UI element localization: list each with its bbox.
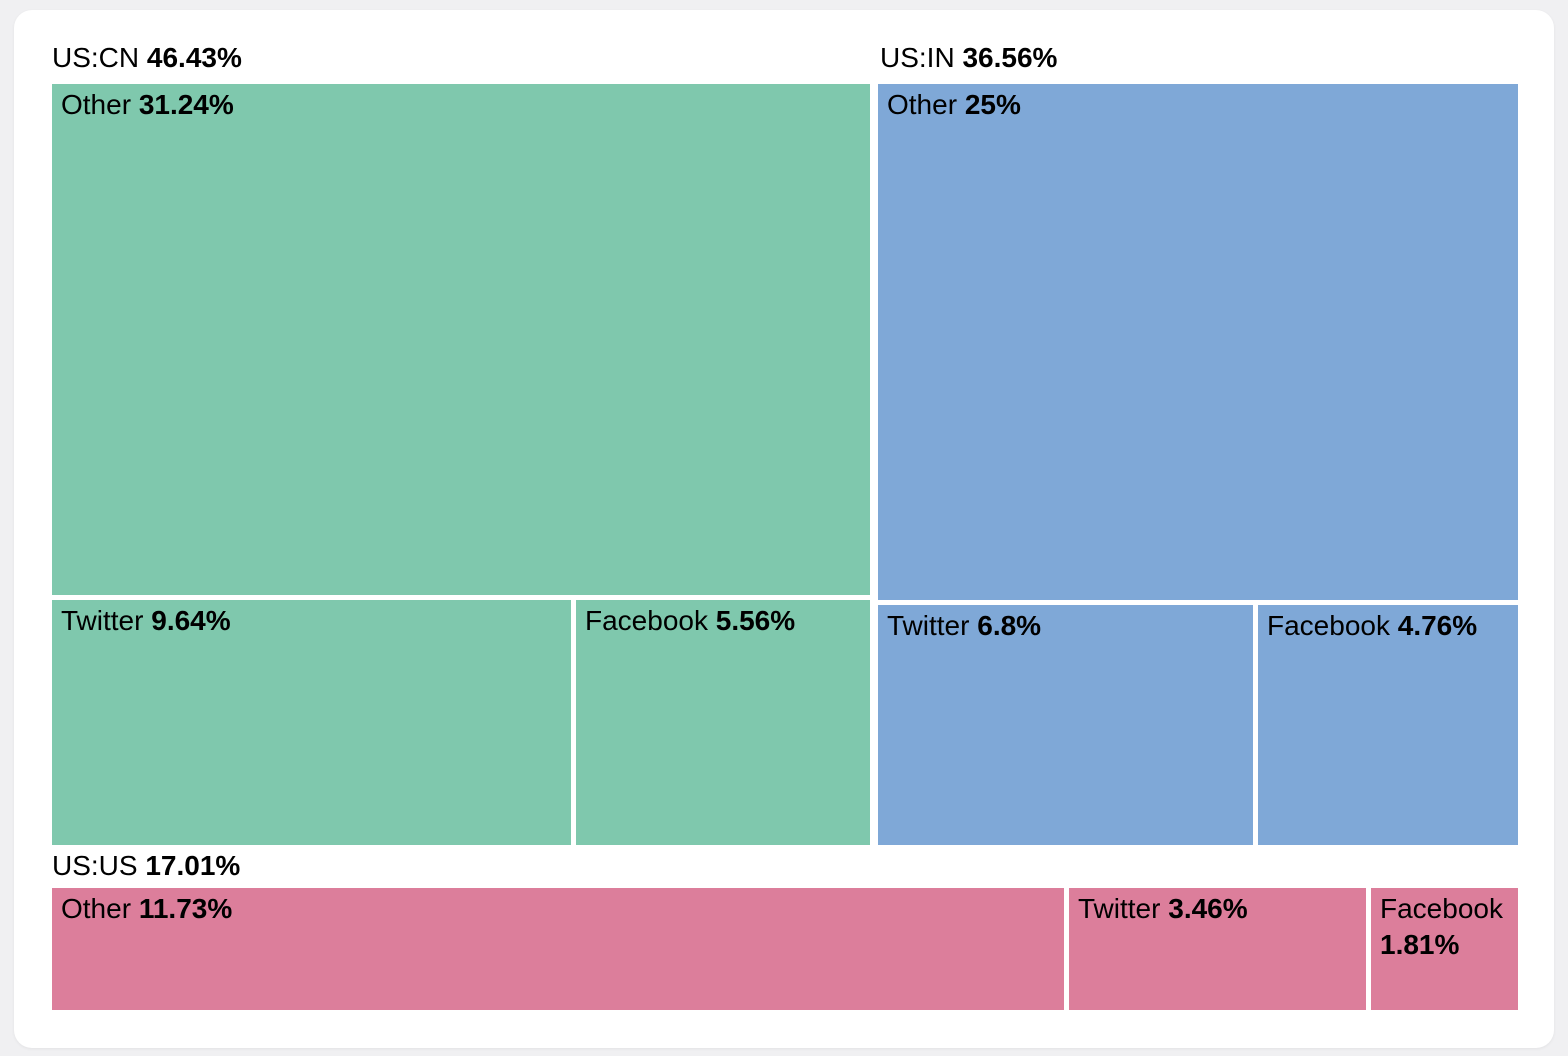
treemap-cell-us-in-facebook[interactable]: Facebook 4.76% xyxy=(1258,605,1518,845)
group-label: US:US xyxy=(52,850,138,881)
cell-label: Other xyxy=(61,89,132,120)
group-value: 36.56% xyxy=(962,42,1058,73)
group-header-us-in: US:IN 36.56% xyxy=(880,40,1057,76)
cell-label: Twitter xyxy=(887,610,970,641)
cell-value: 25% xyxy=(964,89,1021,120)
cell-value: 6.8% xyxy=(977,610,1042,641)
treemap-cell-us-cn-other[interactable]: Other 31.24% xyxy=(52,84,870,595)
cell-value: 5.56% xyxy=(715,605,796,636)
cell-value: 4.76% xyxy=(1397,610,1478,641)
group-value: 17.01% xyxy=(145,850,241,881)
group-label: US:CN xyxy=(52,42,140,73)
treemap-cell-us-us-twitter[interactable]: Twitter 3.46% xyxy=(1069,888,1366,1010)
treemap-cell-us-cn-twitter[interactable]: Twitter 9.64% xyxy=(52,600,571,845)
cell-value: 1.81% xyxy=(1380,929,1460,960)
cell-label: Twitter xyxy=(1078,893,1161,924)
group-header-us-cn: US:CN 46.43% xyxy=(52,40,242,76)
treemap-cell-us-us-facebook[interactable]: Facebook 1.81% xyxy=(1371,888,1518,1010)
treemap-cell-us-cn-facebook[interactable]: Facebook 5.56% xyxy=(576,600,870,845)
treemap-cell-us-in-other[interactable]: Other 25% xyxy=(878,84,1518,600)
cell-label: Facebook xyxy=(585,605,708,636)
cell-value: 9.64% xyxy=(151,605,231,636)
treemap-cell-us-in-twitter[interactable]: Twitter 6.8% xyxy=(878,605,1253,845)
cell-label: Other xyxy=(61,893,132,924)
group-header-us-us: US:US 17.01% xyxy=(52,848,240,884)
cell-value: 11.73% xyxy=(138,893,233,924)
cell-value: 3.46% xyxy=(1168,893,1248,924)
cell-value: 31.24% xyxy=(138,89,234,120)
group-value: 46.43% xyxy=(146,42,242,73)
treemap-cell-us-us-other[interactable]: Other 11.73% xyxy=(52,888,1064,1010)
cell-label: Facebook xyxy=(1380,893,1503,924)
cell-label: Other xyxy=(887,89,958,120)
cell-label: Facebook xyxy=(1267,610,1390,641)
group-label: US:IN xyxy=(880,42,955,73)
cell-label: Twitter xyxy=(61,605,144,636)
